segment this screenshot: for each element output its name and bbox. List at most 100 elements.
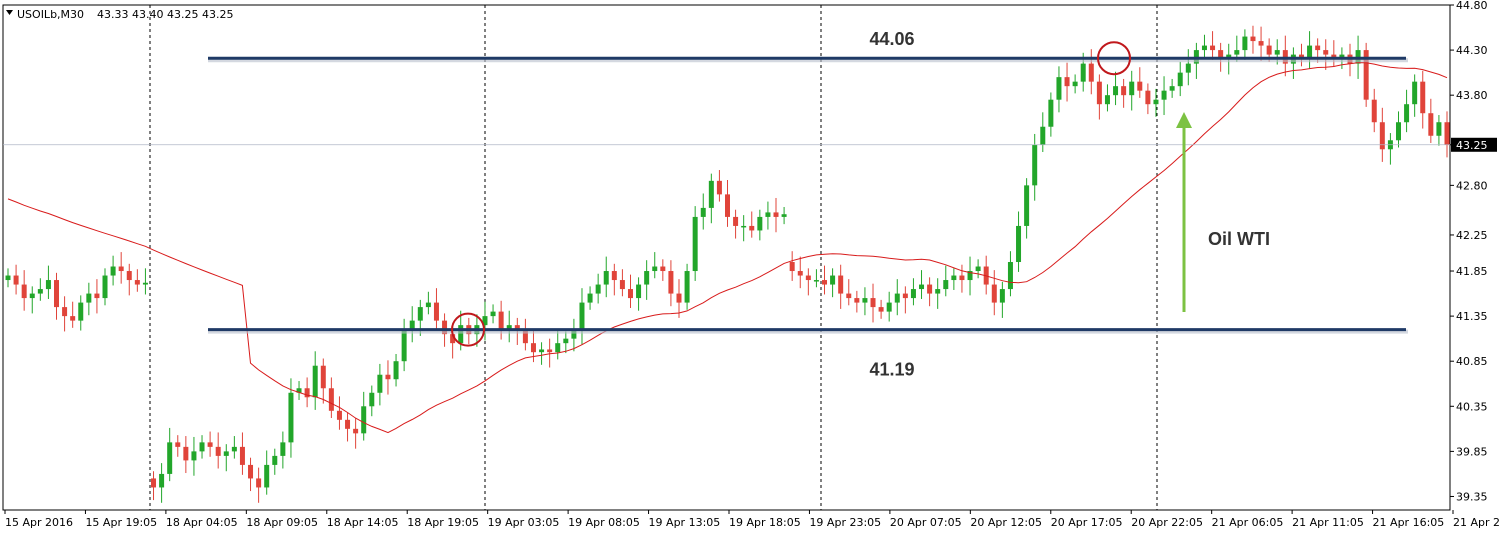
x-tick-label: 18 Apr 14:05 bbox=[327, 516, 399, 529]
bear-candle-body bbox=[716, 180, 722, 195]
bull-candle-body bbox=[894, 293, 900, 303]
bull-candle-body bbox=[830, 275, 836, 285]
dropdown-triangle-icon[interactable] bbox=[6, 10, 13, 15]
moving-average-line bbox=[7, 62, 1448, 434]
bull-candle-body bbox=[919, 284, 925, 290]
bull-candle-body bbox=[1040, 126, 1046, 145]
current-price-label: 43.25 bbox=[1456, 139, 1488, 152]
bear-candle-body bbox=[733, 216, 739, 226]
bear-candle-body bbox=[207, 442, 213, 447]
bear-candle-body bbox=[619, 280, 625, 290]
bull-candle-body bbox=[862, 298, 868, 303]
bull-candle-body bbox=[1104, 95, 1110, 105]
y-tick-label: 41.85 bbox=[1456, 265, 1488, 278]
bull-candle-body bbox=[199, 442, 205, 452]
bear-candle-body bbox=[805, 275, 811, 281]
oil-wti-annotation: Oil WTI bbox=[1208, 229, 1270, 249]
x-tick-label: 15 Apr 2016 bbox=[5, 516, 73, 529]
bull-candle-body bbox=[425, 302, 431, 308]
bear-candle-body bbox=[1420, 81, 1426, 114]
bull-candle-body bbox=[409, 320, 415, 330]
bull-candle-body bbox=[45, 280, 51, 290]
bear-candle-body bbox=[797, 271, 803, 276]
bear-candle-body bbox=[450, 334, 456, 344]
bear-candle-body bbox=[1137, 81, 1143, 91]
y-tick-label: 40.35 bbox=[1456, 400, 1488, 413]
annotation-layer: Oil WTI bbox=[451, 41, 1270, 347]
bear-candle-body bbox=[118, 266, 124, 272]
plot-frame bbox=[2, 4, 1451, 511]
marker-circle bbox=[1097, 41, 1131, 76]
bull-candle-body bbox=[377, 374, 383, 393]
bull-candle-body bbox=[231, 446, 237, 452]
bull-candle-body bbox=[579, 302, 585, 330]
bull-candle-body bbox=[1436, 122, 1442, 136]
bear-candle-body bbox=[773, 212, 779, 217]
bear-candle-body bbox=[1315, 45, 1321, 51]
bear-candle-body bbox=[927, 284, 933, 294]
bull-candle-body bbox=[967, 271, 973, 281]
bear-candle-body bbox=[442, 320, 448, 335]
bull-candle-body bbox=[29, 293, 35, 299]
bull-candle-body bbox=[975, 266, 981, 272]
level-label: 44.06 bbox=[869, 29, 914, 49]
bull-candle-body bbox=[110, 266, 116, 276]
bull-candle-body bbox=[1048, 99, 1054, 127]
bull-candle-body bbox=[1024, 185, 1030, 226]
x-tick-label: 19 Apr 18:05 bbox=[729, 516, 801, 529]
bear-candle-body bbox=[353, 428, 359, 434]
bull-candle-body bbox=[142, 282, 148, 285]
x-tick-label: 20 Apr 22:05 bbox=[1131, 516, 1203, 529]
bull-candle-body bbox=[935, 289, 941, 294]
bull-candle-body bbox=[1274, 50, 1280, 55]
bear-candle-body bbox=[660, 266, 666, 272]
bear-candle-body bbox=[1121, 86, 1127, 96]
session-separators bbox=[149, 5, 1158, 510]
bull-candle-body bbox=[1113, 86, 1119, 96]
bull-candle-body bbox=[1242, 36, 1248, 51]
bear-candle-body bbox=[345, 419, 351, 429]
y-tick-label: 39.85 bbox=[1456, 445, 1488, 458]
bear-candle-body bbox=[433, 302, 439, 321]
bear-candle-body bbox=[175, 442, 181, 447]
x-tick-label: 18 Apr 04:05 bbox=[166, 516, 238, 529]
bear-candle-body bbox=[248, 464, 254, 479]
x-tick-label: 20 Apr 12:05 bbox=[970, 516, 1042, 529]
bear-candle-body bbox=[1428, 113, 1434, 136]
uptrend-arrow-head bbox=[1176, 112, 1192, 128]
bull-candle-body bbox=[1007, 262, 1013, 290]
bear-candle-body bbox=[94, 293, 100, 299]
bull-candle-body bbox=[910, 289, 916, 299]
bear-candle-body bbox=[668, 271, 674, 294]
bear-candle-body bbox=[676, 293, 682, 303]
bear-candle-body bbox=[627, 289, 633, 299]
bear-candle-body bbox=[151, 478, 157, 488]
bear-candle-body bbox=[498, 311, 504, 330]
x-tick-label: 15 Apr 19:05 bbox=[85, 516, 157, 529]
bull-candle-body bbox=[5, 275, 11, 281]
bear-candle-body bbox=[725, 194, 730, 217]
bull-candle-body bbox=[1129, 81, 1135, 96]
bear-candle-body bbox=[1444, 122, 1450, 145]
bear-candle-body bbox=[902, 293, 908, 299]
bull-candle-body bbox=[813, 280, 819, 282]
bull-candle-body bbox=[603, 271, 609, 285]
bull-candle-body bbox=[191, 451, 197, 461]
y-tick-label: 42.25 bbox=[1456, 229, 1488, 242]
bull-candle-body bbox=[563, 338, 569, 344]
bull-candle-body bbox=[684, 271, 690, 303]
bull-candle-body bbox=[1032, 144, 1038, 186]
bull-candle-body bbox=[539, 349, 545, 353]
bull-candle-body bbox=[86, 293, 92, 303]
bear-candle-body bbox=[215, 446, 221, 456]
bear-candle-body bbox=[749, 225, 755, 231]
bull-candle-body bbox=[1072, 81, 1078, 87]
x-tick-label: 19 Apr 13:05 bbox=[649, 516, 721, 529]
x-tick-label: 21 Apr 21 bbox=[1453, 516, 1499, 529]
bear-candle-body bbox=[126, 271, 132, 281]
bull-candle-body bbox=[1177, 72, 1183, 87]
bear-candle-body bbox=[514, 325, 520, 330]
bear-candle-body bbox=[1064, 77, 1070, 87]
bear-candle-body bbox=[1323, 50, 1329, 55]
